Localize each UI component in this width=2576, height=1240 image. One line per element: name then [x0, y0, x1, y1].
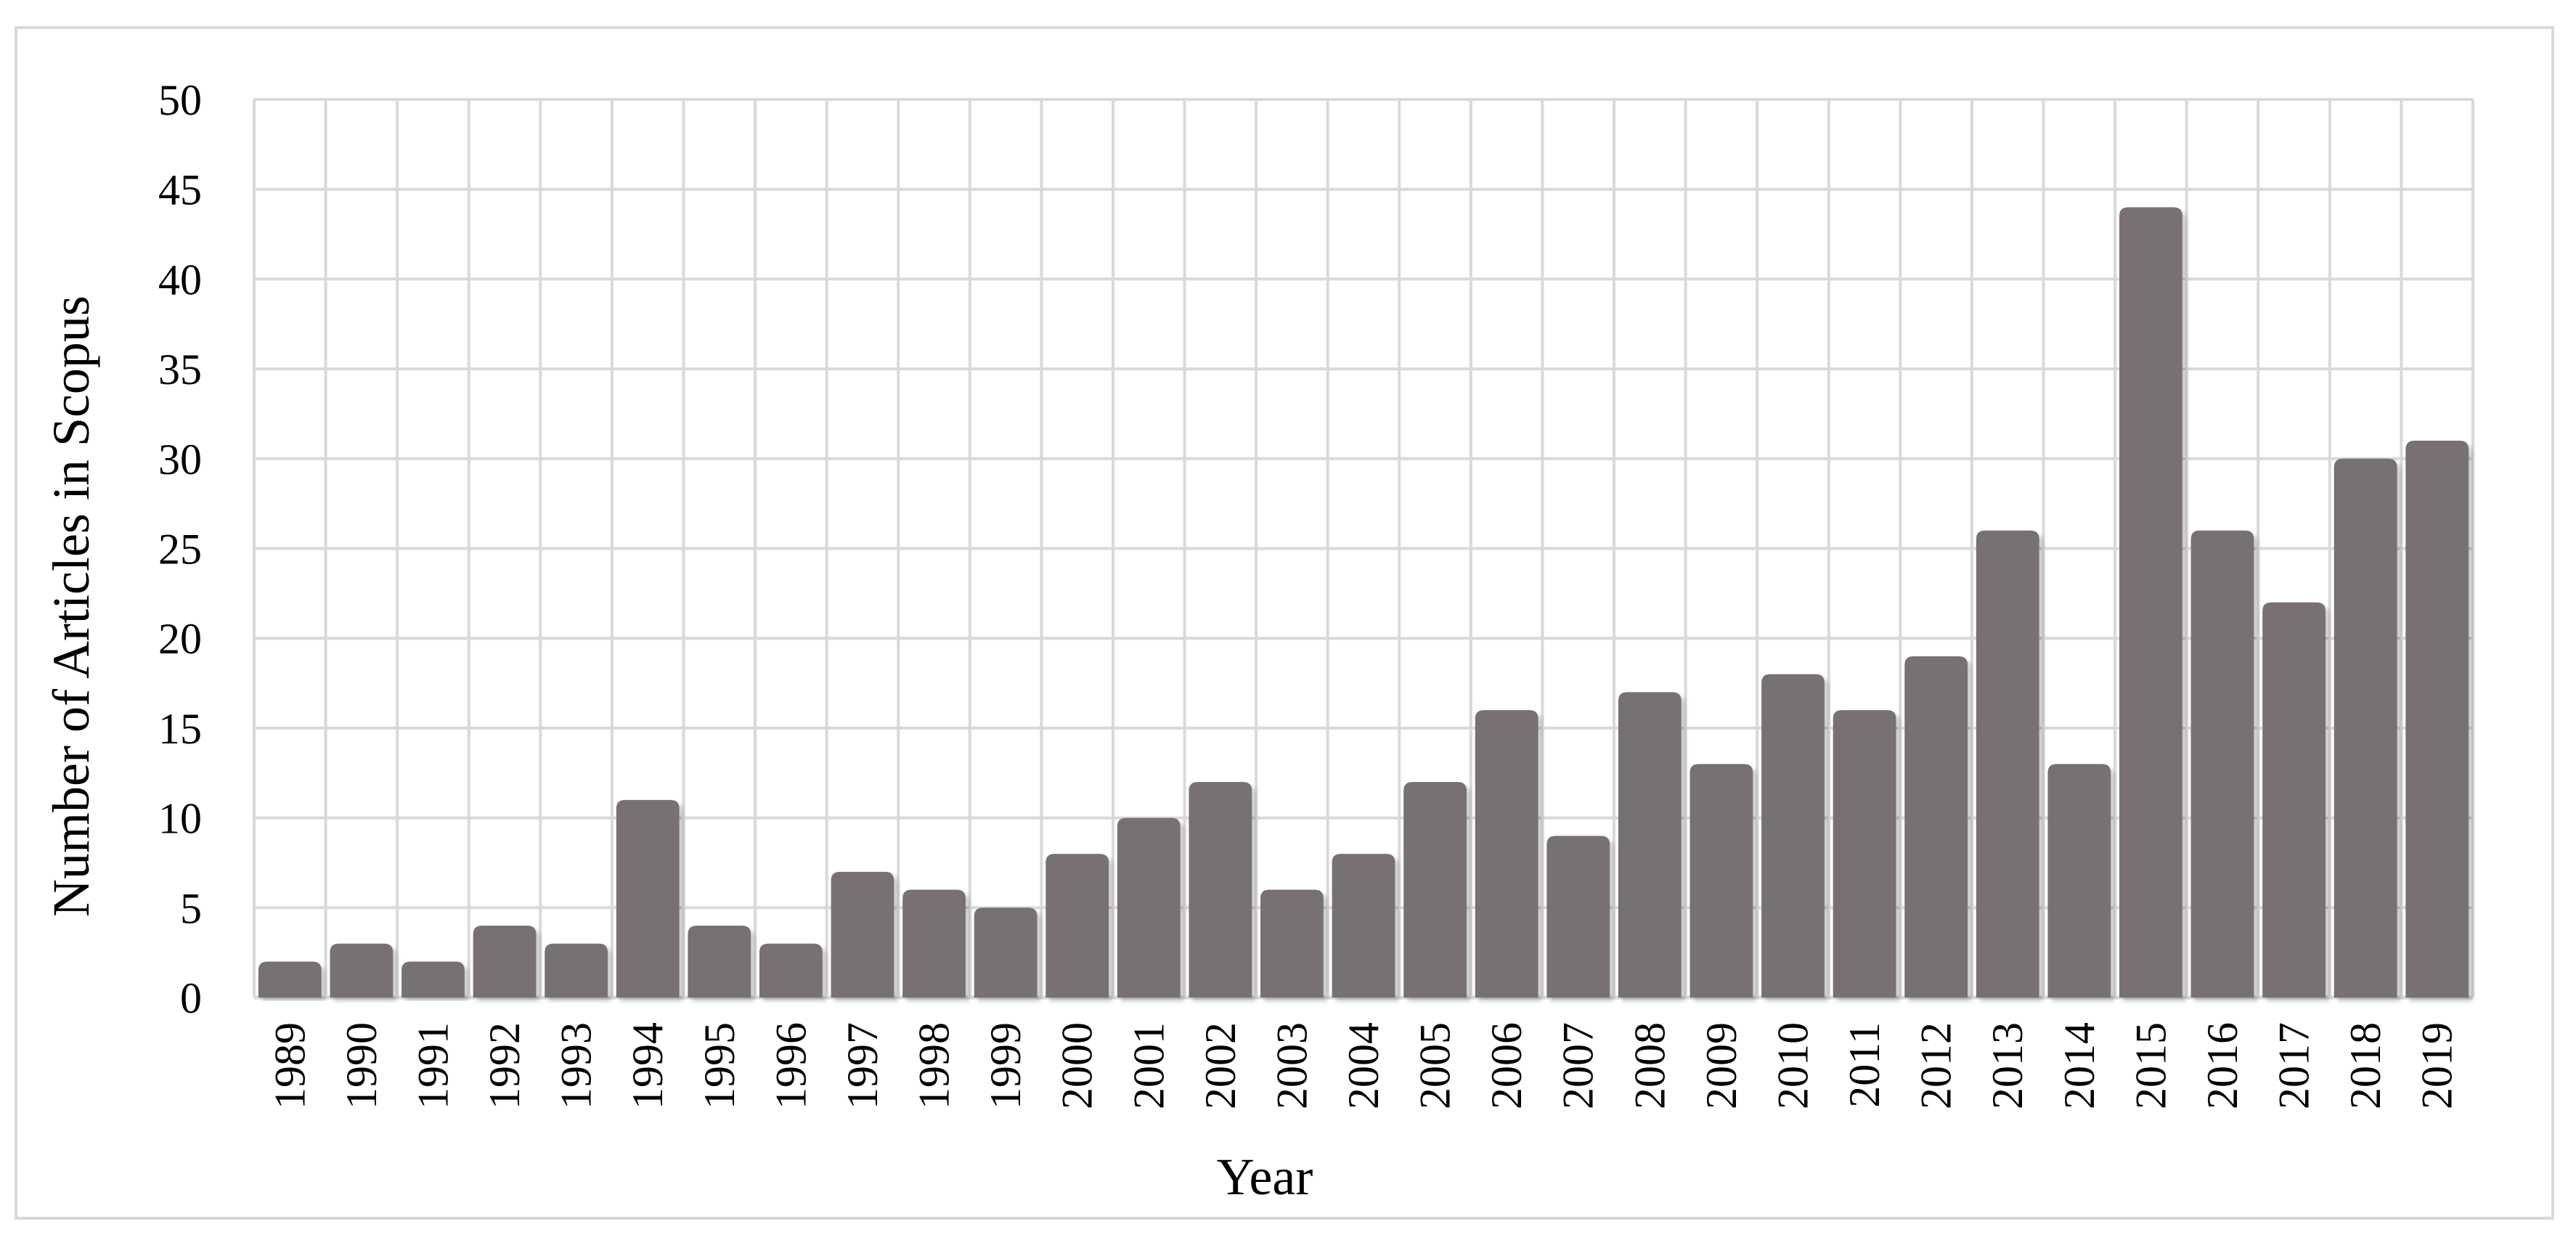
- y-tick-label: 15: [158, 705, 202, 753]
- bar-1994: [616, 799, 680, 998]
- x-tick-label: 2015: [2127, 1022, 2174, 1109]
- bar-2004: [1332, 854, 1395, 998]
- x-tick-label: 2013: [1984, 1022, 2031, 1109]
- bar-2000: [1046, 854, 1109, 998]
- bar-1996: [759, 943, 823, 998]
- x-tick-label: 1993: [553, 1022, 600, 1109]
- x-tick-label: 1990: [338, 1022, 386, 1109]
- bar-2005: [1403, 782, 1467, 998]
- y-tick-label: 45: [158, 166, 202, 214]
- x-tick-label: 2001: [1125, 1022, 1173, 1109]
- bar-2011: [1833, 710, 1896, 998]
- bars: [258, 207, 2469, 998]
- x-tick-label: 2005: [1411, 1022, 1459, 1109]
- x-tick-label: 2011: [1841, 1022, 1888, 1108]
- bar-2002: [1189, 782, 1252, 998]
- x-tick-label: 1999: [982, 1022, 1030, 1109]
- x-tick-label: 2007: [1554, 1022, 1602, 1109]
- bar-2010: [1761, 674, 1825, 998]
- bar-2009: [1690, 764, 1753, 998]
- x-tick-label: 2003: [1268, 1022, 1316, 1109]
- bar-2015: [2119, 207, 2182, 998]
- bar-2008: [1618, 692, 1682, 998]
- bar-1999: [974, 907, 1038, 998]
- y-tick-label: 30: [158, 436, 202, 484]
- x-tick-label: 2016: [2198, 1022, 2246, 1109]
- bar-2017: [2262, 602, 2326, 998]
- x-tick-labels: 1989 1990 1991 1992 1993 1994 1995 1996 1997 1998…: [266, 1022, 2461, 1109]
- y-tick-label: 10: [158, 795, 202, 843]
- bar-1991: [402, 961, 465, 998]
- bar-1993: [545, 943, 608, 998]
- bar-1998: [902, 889, 966, 998]
- bar-2018: [2334, 458, 2397, 998]
- x-tick-label: 1992: [481, 1022, 529, 1109]
- x-tick-label: 2009: [1697, 1022, 1745, 1109]
- bar-2019: [2405, 441, 2469, 998]
- bar-2007: [1546, 836, 1610, 998]
- x-tick-label: 1989: [266, 1022, 314, 1109]
- x-tick-label: 2018: [2341, 1022, 2389, 1109]
- x-tick-label: 1998: [910, 1022, 958, 1109]
- bar-2013: [1976, 530, 2039, 998]
- x-tick-label: 2010: [1769, 1022, 1817, 1109]
- x-tick-label: 1991: [409, 1022, 457, 1109]
- y-axis-title: Number of Articles in Scopus: [42, 295, 100, 917]
- x-tick-label: 2008: [1626, 1022, 1674, 1109]
- y-tick-label: 20: [158, 615, 202, 663]
- bar-2014: [2047, 764, 2111, 998]
- bar-2012: [1904, 656, 1968, 998]
- bar-1990: [330, 943, 394, 998]
- bar-2001: [1117, 817, 1181, 998]
- x-tick-label: 2002: [1197, 1022, 1244, 1109]
- y-tick-label: 50: [158, 76, 202, 124]
- bar-2003: [1260, 889, 1324, 998]
- bar-2006: [1475, 710, 1538, 998]
- x-tick-label: 2004: [1340, 1022, 1387, 1109]
- bar-1997: [831, 871, 894, 998]
- x-tick-label: 2017: [2270, 1022, 2318, 1109]
- y-tick-label: 0: [180, 974, 202, 1022]
- y-tick-label: 40: [158, 256, 202, 303]
- x-tick-label: 2012: [1912, 1022, 1960, 1109]
- bar-2016: [2190, 530, 2254, 998]
- bar-1995: [688, 926, 751, 998]
- bar-1992: [473, 926, 537, 998]
- x-axis-title: Year: [1217, 1148, 1313, 1206]
- y-tick-label: 5: [180, 884, 202, 932]
- bar-1989: [258, 961, 322, 998]
- x-tick-label: 1996: [767, 1022, 815, 1109]
- y-tick-labels: 0 5 10 15 20 25 30 35 40 45 50: [158, 76, 202, 1022]
- x-tick-label: 1994: [624, 1022, 672, 1109]
- x-tick-label: 2014: [2055, 1022, 2103, 1109]
- x-tick-label: 1997: [839, 1022, 886, 1109]
- y-tick-label: 25: [158, 526, 202, 574]
- x-tick-label: 2019: [2413, 1022, 2461, 1109]
- y-tick-label: 35: [158, 346, 202, 393]
- x-tick-label: 2000: [1053, 1022, 1101, 1109]
- x-tick-label: 2006: [1483, 1022, 1530, 1109]
- x-tick-label: 1995: [696, 1022, 743, 1109]
